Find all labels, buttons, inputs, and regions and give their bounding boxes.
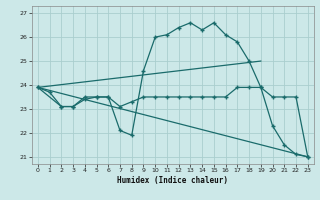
X-axis label: Humidex (Indice chaleur): Humidex (Indice chaleur) bbox=[117, 176, 228, 185]
